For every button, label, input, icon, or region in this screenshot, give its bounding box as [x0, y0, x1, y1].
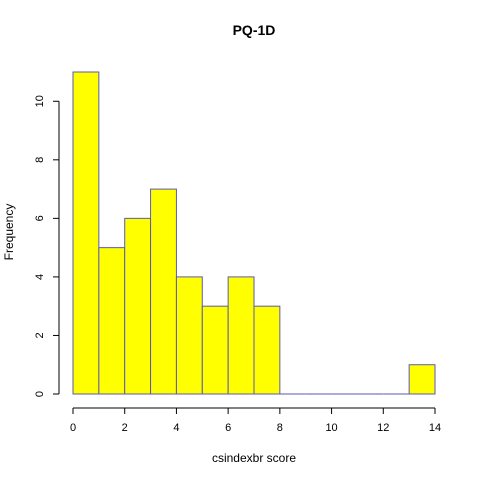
y-tick-label: 10 — [34, 95, 46, 107]
histogram-bar — [72, 71, 100, 395]
x-tick-label: 14 — [429, 422, 441, 434]
x-tick-label: 4 — [173, 422, 179, 434]
y-tick-label: 2 — [34, 332, 46, 338]
y-tick-label: 6 — [34, 215, 46, 221]
bars-group — [72, 71, 436, 395]
histogram-bar — [227, 276, 255, 395]
histogram-bar — [253, 305, 281, 395]
chart-title: PQ-1D — [233, 22, 276, 38]
x-tick-label: 8 — [277, 422, 283, 434]
histogram-bar — [150, 188, 177, 395]
x-axis: 0 2 4 6 8 10 12 14 — [70, 407, 441, 434]
y-tick-label: 0 — [34, 391, 46, 397]
x-tick-label: 2 — [122, 422, 128, 434]
y-tick-label: 4 — [34, 274, 46, 280]
x-axis-label: csindexbr score — [212, 451, 296, 465]
histogram-bar — [124, 217, 152, 395]
y-axis-label: Frequency — [2, 204, 16, 261]
x-tick-label: 12 — [377, 422, 389, 434]
histogram-bar — [98, 247, 126, 395]
x-tick-label: 0 — [70, 422, 76, 434]
y-tick-label: 8 — [34, 157, 46, 163]
y-axis: 0 2 4 6 8 10 — [34, 95, 60, 397]
histogram-bar — [408, 364, 436, 395]
histogram-bar — [175, 276, 203, 395]
x-tick-label: 6 — [225, 422, 231, 434]
histogram-bar — [201, 305, 229, 395]
x-tick-label: 10 — [325, 422, 337, 434]
